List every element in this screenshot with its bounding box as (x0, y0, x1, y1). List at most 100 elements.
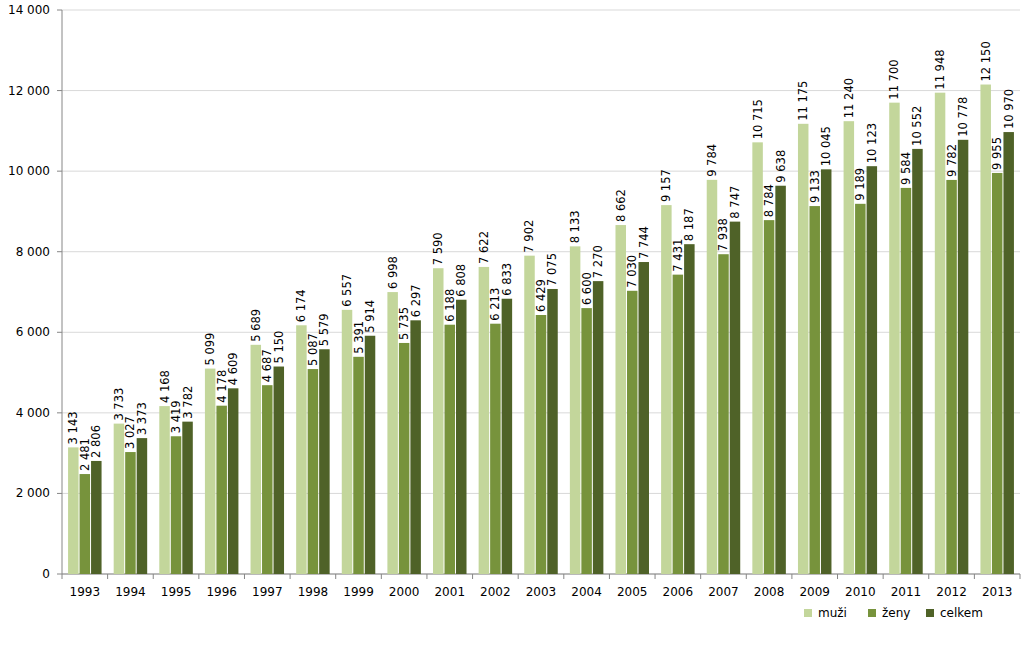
bar (581, 308, 592, 574)
grid-line (62, 90, 1020, 91)
y-axis (62, 10, 63, 574)
bar (821, 169, 832, 574)
data-label: 8 133 (568, 210, 582, 243)
data-label: 12 150 (979, 41, 993, 81)
x-tick (791, 574, 792, 579)
data-label: 2 806 (89, 425, 103, 458)
bar (901, 188, 912, 574)
data-label: 6 297 (409, 284, 423, 317)
data-label: 7 622 (477, 231, 491, 264)
bar (775, 186, 786, 574)
bar (456, 300, 467, 574)
x-tick (426, 574, 427, 579)
data-label: 8 662 (614, 189, 628, 222)
bar (274, 367, 285, 574)
bar (958, 140, 969, 574)
bar (764, 220, 775, 574)
data-label: 6 998 (386, 256, 400, 289)
bar (946, 180, 957, 574)
bar (627, 291, 638, 574)
x-tick-label: 2006 (663, 585, 694, 599)
data-label: 5 689 (249, 309, 263, 342)
data-label: 9 782 (945, 144, 959, 177)
data-label: 11 700 (887, 59, 901, 99)
bar (718, 254, 729, 574)
y-tick (57, 171, 62, 172)
data-label: 8 747 (728, 186, 742, 219)
data-label: 5 150 (272, 331, 286, 364)
x-tick (198, 574, 199, 579)
data-label: 11 240 (842, 78, 856, 118)
data-label: 3 373 (135, 402, 149, 435)
y-tick (57, 251, 62, 252)
data-label: 4 609 (226, 352, 240, 385)
data-label: 3 733 (112, 388, 126, 421)
y-tick (57, 90, 62, 91)
x-tick (62, 574, 63, 579)
y-tick (57, 10, 62, 11)
bars (68, 85, 1014, 574)
data-label: 9 157 (659, 169, 673, 202)
bar (410, 320, 421, 574)
data-label: 11 175 (796, 81, 810, 121)
data-label: 7 075 (546, 253, 560, 286)
y-tick (57, 574, 62, 575)
data-label: 6 808 (454, 264, 468, 297)
y-tick (57, 493, 62, 494)
bar (80, 474, 91, 574)
y-tick-label: 10 000 (8, 164, 50, 178)
data-label: 10 045 (819, 126, 833, 166)
data-label: 5 914 (363, 300, 377, 333)
x-tick (655, 574, 656, 579)
x-tick (290, 574, 291, 579)
bar (137, 438, 148, 574)
x-tick-label: 2001 (434, 585, 465, 599)
x-tick-label: 1995 (161, 585, 192, 599)
x-tick (472, 574, 473, 579)
x-tick-label: 1996 (206, 585, 237, 599)
data-label: 10 778 (956, 97, 970, 137)
bar (547, 289, 558, 574)
bar (593, 281, 604, 574)
x-tick-label: 2011 (891, 585, 922, 599)
x-tick (700, 574, 701, 579)
x-tick-label: 1998 (298, 585, 329, 599)
x-tick (928, 574, 929, 579)
bar (182, 422, 193, 574)
x-tick-label: 2002 (480, 585, 511, 599)
data-label: 5 579 (317, 313, 331, 346)
data-label: 6 174 (294, 289, 308, 322)
x-tick (609, 574, 610, 579)
x-tick (837, 574, 838, 579)
y-tick-label: 4 000 (16, 406, 50, 420)
data-label: 5 099 (203, 333, 217, 366)
data-label: 7 590 (431, 232, 445, 265)
data-label: 7 431 (671, 239, 685, 272)
bar (536, 315, 547, 574)
x-tick-label: 2013 (982, 585, 1013, 599)
data-label: 9 189 (853, 168, 867, 201)
data-label: 7 902 (523, 220, 537, 253)
bar (809, 206, 820, 574)
bar (1003, 132, 1014, 574)
data-label: 10 970 (1002, 89, 1016, 129)
legend-label: muži (818, 606, 847, 620)
data-label: 3 782 (181, 386, 195, 419)
legend-swatch (926, 609, 934, 617)
data-label: 9 638 (774, 150, 788, 183)
data-label: 9 584 (899, 152, 913, 185)
x-tick-label: 2010 (845, 585, 876, 599)
data-label: 6 557 (340, 274, 354, 307)
bar (125, 452, 136, 574)
x-tick-label: 1993 (70, 585, 101, 599)
data-label: 11 948 (933, 49, 947, 89)
legend-swatch (804, 609, 812, 617)
x-tick-label: 2004 (571, 585, 602, 599)
x-tick-label: 2005 (617, 585, 648, 599)
x-tick (518, 574, 519, 579)
legend-label: celkem (940, 606, 983, 620)
bar (353, 357, 364, 574)
data-label: 7 938 (716, 218, 730, 251)
bar (262, 385, 273, 574)
legend-label: ženy (882, 606, 910, 620)
